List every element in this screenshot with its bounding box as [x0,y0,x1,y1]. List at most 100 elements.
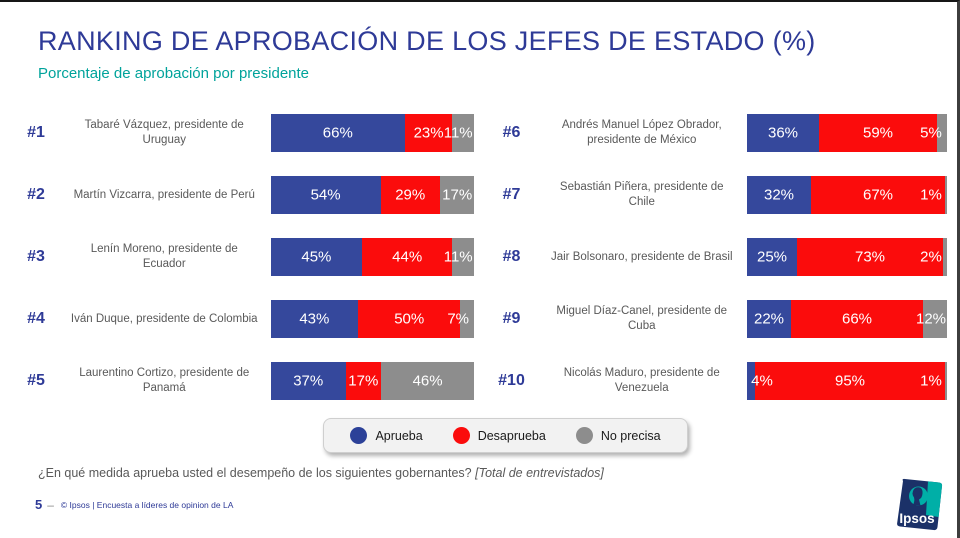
bar-value-label: 11% [443,248,473,266]
bar-value-label: 73% [854,248,886,266]
bar-segment-desaprueba [380,176,440,214]
rank-label: #10 [498,372,525,389]
approval-bar: 66% 23% 11% [270,114,475,152]
bar-value-label: 7% [447,310,470,328]
bar-value-label: 37% [293,372,324,390]
ipsos-logo-teal-accent [926,481,943,517]
survey-question: ¿En qué medida aprueba usted el desempeñ… [38,466,957,480]
approval-bar: 4% 95% 1% [747,362,947,400]
bar-segment-no-precisa [945,362,947,400]
bar-segment-no-precisa [945,176,947,214]
president-name: Laurentino Cortizo, presidente de Panamá [79,367,250,394]
ipsos-logo-graphic: Ipsos [897,478,943,531]
bar-value-label: 95% [834,372,866,390]
bar-value-label: 12% [915,310,947,328]
bar-segment-desaprueba [362,238,453,276]
bar-value-label: 44% [392,248,423,266]
bar-value-label: 22% [753,310,785,328]
president-name: Nicolás Maduro, presidente de Venezuela [563,367,720,394]
legend-label: Aprueba [375,428,423,443]
approval-bar: 36% 59% 5% [747,114,947,152]
legend-swatch-no-precisa [575,427,593,444]
rank-label: #7 [502,186,521,203]
bar-segment-no-precisa [937,114,947,152]
bar-segment-aprueba [270,300,359,338]
rank-label: #5 [27,372,45,389]
ranking-row: #9 Miguel Díaz-Canel, presidente de Cuba 2… [487,288,947,350]
ranking-row: #1 Tabaré Vázquez, presidente de Uruguay 6… [14,102,475,164]
survey-question-text: ¿En qué medida aprueba usted el desempeñ… [38,466,472,480]
president-name: Lenín Moreno, presidente de Ecuador [90,243,238,270]
president-name: Martín Vizcarra, presidente de Perú [73,188,255,201]
bar-value-label: 17% [348,372,379,390]
ranking-row: #2 Martín Vizcarra, presidente de Perú 54%… [14,164,475,226]
survey-question-note: [Total de entrevistados] [475,466,604,480]
bar-segment-aprueba [747,114,819,152]
president-name: Sebastián Piñera, presidente de Chile [559,181,724,208]
legend: Aprueba Desaprueba No precisa [323,418,688,453]
ranking-row: #4 Iván Duque, presidente de Colombia 43% 5… [14,288,475,350]
approval-bar: 25% 73% 2% [747,238,947,276]
bar-value-label: 23% [413,124,444,142]
bar-segment-no-precisa [380,362,475,400]
approval-ranking-chart: #1 Tabaré Vázquez, presidente de Uruguay 6… [14,102,947,412]
bar-value-label: 45% [301,248,332,266]
page-footer: 5 – © Ipsos | Encuesta a líderes de opin… [35,497,233,512]
bar-value-label: 43% [299,310,330,328]
approval-bar: 37% 17% 46% [270,362,475,400]
ranking-row: #3 Lenín Moreno, presidente de Ecuador 45%… [14,226,475,288]
legend-label: No precisa [600,428,661,443]
bar-value-label: 32% [763,186,795,204]
header: RANKING DE APROBACIÓN DE LOS JEFES DE ES… [0,2,957,82]
bar-value-label: 66% [841,310,873,328]
bar-segment-desaprueba [755,362,945,400]
approval-bar: 32% 67% 1% [747,176,947,214]
bar-segment-desaprueba [405,114,453,152]
bar-segment-no-precisa [452,238,475,276]
page-number-dash: – [47,497,54,512]
rank-label: #3 [27,248,45,265]
page-number: 5 [35,497,43,512]
page-title: RANKING DE APROBACIÓN DE LOS JEFES DE ES… [38,26,816,56]
bar-value-label: 67% [862,186,894,204]
bar-segment-aprueba [270,238,363,276]
bar-segment-aprueba [747,176,811,214]
legend-swatch-desaprueba [452,427,470,444]
president-name: Tabaré Vázquez, presidente de Uruguay [84,119,244,146]
bar-segment-desaprueba [797,238,943,276]
legend-item-desaprueba: Desaprueba [452,427,546,444]
bar-value-label: 5% [920,124,942,142]
bar-segment-no-precisa [439,176,475,214]
bar-segment-desaprueba [791,300,923,338]
bar-segment-no-precisa [460,300,475,338]
legend-swatch-aprueba [350,427,368,444]
approval-bar: 45% 44% 11% [270,238,475,276]
president-name: Miguel Díaz-Canel, presidente de Cuba [556,305,728,332]
bar-segment-no-precisa [452,114,475,152]
ipsos-logo-face-profile [912,487,923,506]
bar-value-label: 36% [767,124,799,142]
bar-segment-aprueba [747,300,791,338]
president-name: Jair Bolsonaro, presidente de Brasil [550,250,733,263]
ranking-row: #10 Nicolás Maduro, presidente de Venezue… [487,350,947,412]
bar-value-label: 66% [322,124,353,142]
ipsos-logo-wordmark: Ipsos [899,511,934,526]
bar-value-label: 2% [920,248,942,266]
bar-segment-no-precisa [943,238,947,276]
ranking-row: #6 Andrés Manuel López Obrador, president… [487,102,947,164]
bar-value-label: 4% [751,372,773,390]
ipsos-logo: Ipsos [891,477,945,533]
bar-segment-desaprueba [811,176,945,214]
bar-segment-desaprueba [819,114,937,152]
legend-item-aprueba: Aprueba [350,427,423,444]
page-subtitle: Porcentaje de aprobación por presidente [38,65,310,82]
bar-segment-aprueba [747,362,755,400]
bar-value-label: 1% [920,372,942,390]
bar-value-label: 1% [920,186,942,204]
bar-value-label: 54% [310,186,341,204]
bar-segment-aprueba [270,114,406,152]
president-name: Iván Duque, presidente de Colombia [70,312,258,325]
bar-value-label: 50% [394,310,425,328]
legend-item-no-precisa: No precisa [575,427,661,444]
